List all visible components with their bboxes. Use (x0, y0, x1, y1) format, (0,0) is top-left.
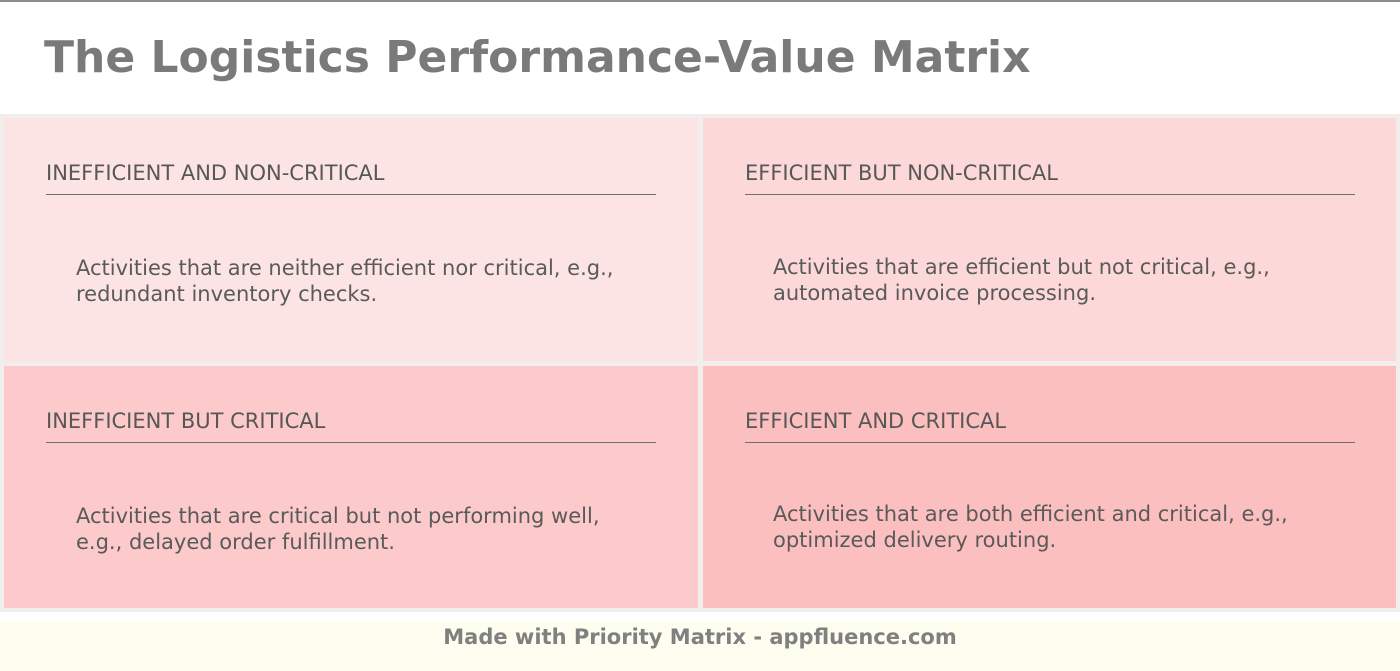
quadrant-top-left[interactable]: INEFFICIENT AND NON-CRITICAL Activities … (4, 118, 698, 361)
quadrant-description: Activities that are efficient but not cr… (773, 255, 1270, 305)
quadrant-top-right[interactable]: EFFICIENT BUT NON-CRITICAL Activities th… (703, 118, 1396, 361)
page-title: The Logistics Performance-Value Matrix (44, 32, 1031, 83)
footer: Made with Priority Matrix - appfluence.c… (0, 622, 1400, 671)
quadrant-description: Activities that are both efficient and c… (773, 502, 1288, 552)
quadrant-heading: INEFFICIENT BUT CRITICAL (46, 408, 656, 443)
top-border (0, 0, 1400, 2)
footer-text[interactable]: Made with Priority Matrix - appfluence.c… (443, 625, 957, 649)
quadrant-heading: EFFICIENT BUT NON-CRITICAL (745, 160, 1355, 195)
quadrant-heading: INEFFICIENT AND NON-CRITICAL (46, 160, 656, 195)
quadrant-bottom-right[interactable]: EFFICIENT AND CRITICAL Activities that a… (703, 366, 1396, 608)
quadrant-bottom-left[interactable]: INEFFICIENT BUT CRITICAL Activities that… (4, 366, 698, 608)
quadrant-heading: EFFICIENT AND CRITICAL (745, 408, 1355, 443)
quadrant-description: Activities that are neither efficient no… (76, 256, 614, 306)
quadrant-description: Activities that are critical but not per… (76, 504, 600, 554)
